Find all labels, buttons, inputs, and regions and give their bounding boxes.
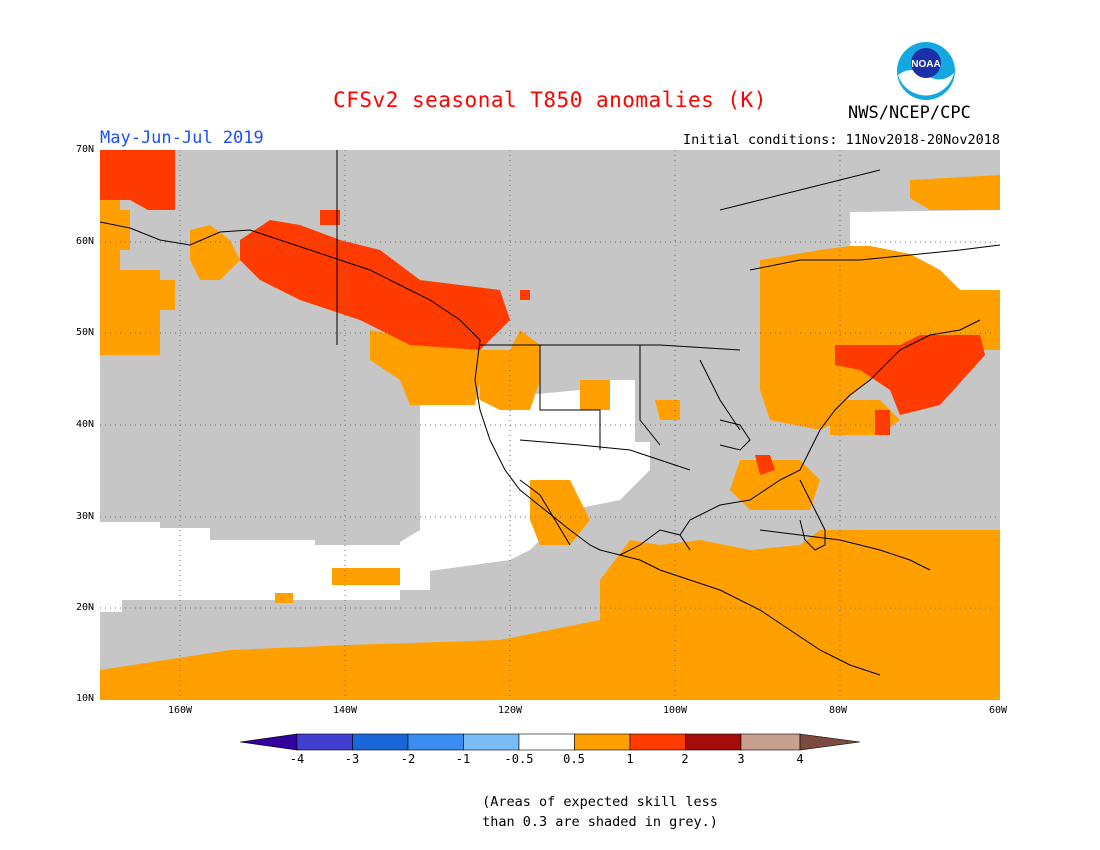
logo-text: NOAA bbox=[911, 59, 940, 70]
map-title: CFSv2 seasonal T850 anomalies (K) bbox=[333, 88, 767, 112]
noaa-logo: NOAA bbox=[897, 42, 955, 100]
colorbar-tick: -2 bbox=[400, 752, 416, 766]
colorbar-tick: 3 bbox=[737, 752, 745, 766]
initial-conditions: Initial conditions: 11Nov2018-20Nov2018 bbox=[683, 132, 1000, 148]
colorbar-tick: 0.5 bbox=[563, 752, 585, 766]
colorbar-segment-3 bbox=[407, 733, 464, 751]
colorbar-segment-7 bbox=[629, 733, 686, 751]
colorbar-segment-1 bbox=[296, 733, 353, 751]
colorbar-tick: -1 bbox=[455, 752, 471, 766]
lat-label-40n: 40N bbox=[75, 419, 94, 430]
skill-note: (Areas of expected skill less than 0.3 a… bbox=[470, 792, 730, 832]
colorbar-tick: -3 bbox=[344, 752, 360, 766]
colorbar-tick: 1 bbox=[626, 752, 634, 766]
lat-label-20n: 20N bbox=[75, 602, 94, 613]
anomaly-above-one-regions bbox=[100, 150, 985, 475]
lon-label-160w: 160W bbox=[167, 705, 193, 716]
colorbar-segment-9 bbox=[740, 733, 801, 751]
colorbar-segment-8 bbox=[685, 733, 742, 751]
lat-label-10n: 10N bbox=[75, 693, 94, 704]
anomaly-map bbox=[100, 150, 1000, 700]
lat-label-50n: 50N bbox=[75, 327, 94, 338]
skill-note-line-1: (Areas of expected skill less bbox=[482, 794, 718, 810]
forecast-period: May-Jun-Jul 2019 bbox=[100, 128, 264, 148]
organization-label: NWS/NCEP/CPC bbox=[848, 103, 971, 123]
lon-label-60w: 60W bbox=[988, 705, 1008, 716]
lat-label-60n: 60N bbox=[75, 236, 94, 247]
lon-label-100w: 100W bbox=[662, 705, 688, 716]
lon-label-120w: 120W bbox=[497, 705, 523, 716]
graticule bbox=[100, 150, 1000, 700]
colorbar-tick: 4 bbox=[796, 752, 804, 766]
near-normal-regions bbox=[100, 210, 1000, 612]
colorbar-segment-4 bbox=[463, 733, 520, 751]
colorbar bbox=[240, 733, 861, 751]
colorbar-segment-6 bbox=[574, 733, 631, 751]
colorbar-tick: -4 bbox=[289, 752, 305, 766]
colorbar-tick: -0.5 bbox=[504, 752, 534, 766]
colorbar-segment-10 bbox=[799, 733, 861, 751]
colorbar-tick: 2 bbox=[681, 752, 689, 766]
lon-label-80w: 80W bbox=[828, 705, 848, 716]
anomaly-above-half-regions bbox=[100, 175, 1000, 700]
colorbar-segment-2 bbox=[352, 733, 409, 751]
lat-label-70n: 70N bbox=[75, 144, 94, 155]
colorbar-segment-0 bbox=[240, 733, 298, 751]
lat-label-30n: 30N bbox=[75, 511, 94, 522]
colorbar-segment-5 bbox=[518, 733, 575, 751]
lon-label-140w: 140W bbox=[332, 705, 358, 716]
skill-note-line-2: than 0.3 are shaded in grey.) bbox=[482, 814, 718, 830]
coastlines bbox=[100, 150, 1000, 676]
